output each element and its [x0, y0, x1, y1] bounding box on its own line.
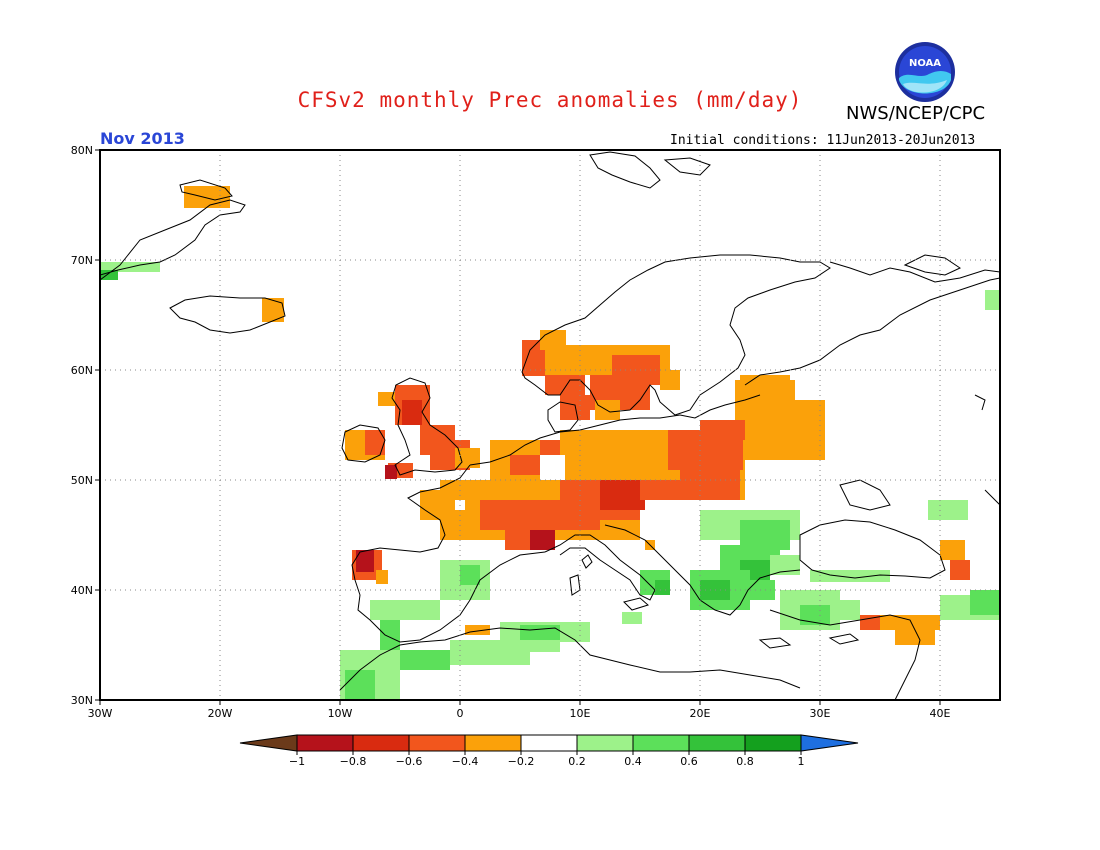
legend-label: −0.4: [452, 755, 479, 768]
anomaly-cell: [402, 400, 422, 425]
legend-label: −0.6: [396, 755, 423, 768]
coastlines: [100, 151, 1000, 700]
lon-label: 0: [457, 707, 464, 720]
agency-label: NWS/NCEP/CPC: [846, 103, 986, 124]
anomaly-cell: [950, 560, 970, 580]
legend-label: −0.8: [340, 755, 367, 768]
anomaly-cell: [100, 270, 118, 280]
map-frame: [99, 149, 1001, 701]
anomaly-cell: [465, 625, 490, 635]
anomaly-cell: [640, 480, 700, 500]
lat-label: 50N: [71, 474, 93, 487]
anomaly-cell: [345, 670, 375, 700]
legend-swatch: [296, 734, 354, 752]
anomaly-cell: [420, 490, 450, 520]
legend-swatch: [520, 734, 578, 752]
lon-label: 10W: [328, 707, 353, 720]
anomaly-cell: [460, 565, 480, 585]
anomaly-cell: [830, 600, 860, 620]
lat-label: 60N: [71, 364, 93, 377]
legend-label: 1: [798, 755, 805, 768]
legend-swatch: [632, 734, 690, 752]
lon-label: 10E: [570, 707, 591, 720]
noaa-logo-text: NOAA: [909, 58, 941, 69]
anomaly-cell: [365, 430, 385, 455]
legend-swatch: [744, 734, 802, 752]
legend-swatch: [464, 734, 522, 752]
lat-label: 70N: [71, 254, 93, 267]
anomaly-cell: [400, 650, 450, 670]
legend-label: 0.2: [568, 755, 586, 768]
lon-label: 30W: [88, 707, 113, 720]
legend-label: −1: [289, 755, 305, 768]
legend-label: 0.8: [736, 755, 754, 768]
anomaly-cell: [376, 570, 388, 584]
anomaly-cell: [540, 455, 565, 480]
anomaly-cell: [356, 550, 374, 572]
period-label: Nov 2013: [100, 129, 185, 148]
anomaly-cell: [600, 480, 645, 510]
anomaly-cell: [928, 500, 968, 520]
anomaly-cell: [790, 410, 825, 460]
anomaly-cell: [530, 530, 555, 550]
legend-arrow-right: [800, 734, 859, 752]
anomaly-cell: [378, 392, 396, 406]
anomaly-cell: [770, 555, 800, 575]
lon-label: 20W: [208, 707, 233, 720]
anomaly-cell: [970, 590, 1000, 615]
anomaly-cell: [380, 620, 400, 650]
map-title: CFSv2 monthly Prec anomalies (mm/day): [297, 88, 803, 112]
anomaly-cell: [622, 612, 642, 624]
lon-label: 30E: [810, 707, 831, 720]
legend-swatch: [352, 734, 410, 752]
lon-label: 40E: [930, 707, 951, 720]
legend-swatch: [688, 734, 746, 752]
anomaly-cell: [895, 625, 935, 645]
anomaly-field: [100, 150, 1000, 700]
anomaly-cell: [560, 430, 640, 480]
anomaly-cell: [600, 520, 640, 540]
legend-label: −0.2: [508, 755, 535, 768]
anomaly-cell: [660, 370, 680, 390]
legend-label: 0.6: [680, 755, 698, 768]
legend-label: 0.4: [624, 755, 642, 768]
anomaly-cell: [510, 455, 540, 475]
anomaly-cell: [985, 290, 1000, 310]
anomaly-cell: [810, 570, 890, 582]
anomaly-cell: [800, 605, 830, 625]
anomaly-cell: [560, 622, 590, 642]
legend-arrow-left: [239, 734, 298, 752]
anomaly-cell: [262, 298, 284, 322]
anomaly-cell: [700, 420, 750, 440]
anomaly-cell: [385, 465, 397, 479]
initial-conditions-label: Initial conditions: 11Jun2013-20Jun2013: [670, 133, 976, 148]
lat-label: 30N: [71, 694, 93, 707]
anomaly-cell: [655, 580, 670, 595]
legend-swatch: [576, 734, 634, 752]
anomaly-cell: [370, 600, 440, 620]
lat-label: 40N: [71, 584, 93, 597]
graticule: [100, 150, 1000, 700]
lat-label: 80N: [71, 144, 93, 157]
anomaly-cell: [940, 540, 965, 560]
lon-label: 20E: [690, 707, 711, 720]
anomaly-cell: [740, 375, 790, 385]
noaa-logo: NOAA: [895, 42, 955, 102]
legend-swatch: [408, 734, 466, 752]
